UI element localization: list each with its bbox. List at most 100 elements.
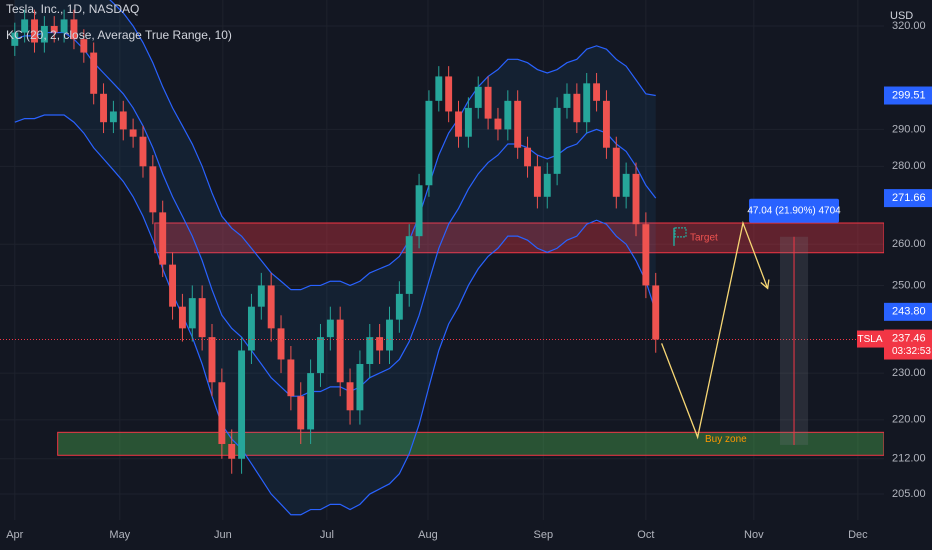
candle-body	[514, 100, 522, 148]
zone-label: Buy zone	[705, 434, 747, 445]
candle-body	[622, 173, 630, 197]
candle-body	[563, 93, 571, 108]
candle-body	[129, 129, 137, 137]
price-label-bg	[884, 86, 932, 105]
x-tick-label: Jun	[214, 529, 232, 541]
candle-body	[405, 236, 413, 294]
candle-body	[435, 76, 443, 101]
x-tick-label: Jul	[320, 529, 334, 541]
candle-body	[139, 136, 147, 167]
keltner-middle	[14, 31, 657, 397]
indicator-label: KC (20, 2, close, Average True Range, 10…	[6, 28, 232, 42]
candle-body	[297, 396, 305, 430]
candle-body	[228, 443, 236, 459]
y-tick-label: 250.00	[892, 279, 926, 291]
y-tick-label: 290.00	[892, 123, 926, 135]
candle-body	[484, 86, 492, 119]
price-label: 271.66	[892, 192, 926, 204]
last-price-label: 237.46	[892, 332, 926, 344]
measure-label-bg	[749, 198, 840, 223]
countdown-label: 03:32:53	[892, 346, 931, 357]
candle-body	[415, 185, 423, 237]
flag-cloth	[674, 227, 687, 238]
candle-body	[188, 298, 196, 329]
candle-body	[109, 111, 117, 123]
zone-label: Target	[690, 233, 718, 244]
candle-body	[11, 32, 19, 46]
candle-body	[90, 52, 98, 94]
candle-body	[425, 100, 433, 186]
candle-body	[652, 285, 660, 340]
candle-body	[553, 107, 561, 174]
candle-body	[583, 83, 591, 123]
candle-body	[238, 350, 246, 459]
candle-body	[80, 39, 88, 53]
candle-body	[533, 166, 541, 197]
candle-body	[218, 382, 226, 444]
currency-label: USD	[890, 10, 913, 22]
candle-body	[524, 147, 531, 167]
x-tick-label: Dec	[848, 529, 868, 541]
x-tick-label: Aug	[418, 529, 438, 541]
y-tick-label: 205.00	[892, 488, 926, 500]
projection-path	[661, 220, 769, 440]
candle-body	[100, 93, 107, 123]
candle-body	[198, 298, 206, 338]
chart-title: Tesla, Inc., 1D, NASDAQ	[6, 2, 139, 16]
candle-body	[21, 19, 29, 33]
candle-body	[395, 293, 403, 320]
target-flag	[673, 227, 687, 246]
y-tick-label: 212.00	[892, 453, 926, 465]
candle-body	[593, 83, 601, 101]
zone	[57, 431, 884, 456]
candle-body	[474, 86, 482, 108]
symbol-label-bg	[857, 330, 884, 348]
candle-body	[287, 359, 295, 397]
candle-body	[60, 19, 68, 33]
y-tick-label: 230.00	[892, 367, 926, 379]
candle-body	[307, 373, 315, 430]
candle-body	[336, 319, 344, 383]
x-tick-label: May	[109, 529, 130, 541]
keltner-upper	[109, 0, 656, 291]
candle-body	[178, 306, 186, 329]
candle-body	[119, 111, 127, 130]
y-tick-label: 280.00	[892, 160, 926, 172]
candle-body	[356, 363, 364, 411]
price-axis: 205.00 212.00 220.00 230.00 250.00 260.00 280.…	[884, 20, 932, 500]
candle-body	[31, 19, 38, 43]
y-tick-label: 320.00	[892, 20, 926, 32]
x-tick-label: Sep	[534, 529, 554, 541]
price-label-bg	[884, 189, 932, 208]
price-label: 243.80	[892, 306, 926, 318]
y-tick-label: 220.00	[892, 414, 926, 426]
candle-body	[70, 19, 78, 40]
candle-body	[366, 337, 374, 364]
keltner-lower	[14, 114, 657, 516]
candle-body	[445, 76, 453, 112]
candle-body	[159, 212, 167, 265]
candle-body	[346, 382, 354, 411]
y-tick-label: 260.00	[892, 238, 926, 250]
candle-body	[386, 319, 393, 351]
candle-body	[326, 319, 334, 338]
candle-body	[504, 100, 512, 130]
candle-body	[376, 337, 384, 351]
candle-body	[149, 166, 157, 213]
candle-body	[208, 337, 216, 383]
candle-body	[573, 93, 581, 123]
x-tick-label: Nov	[744, 529, 764, 541]
zone	[154, 222, 884, 254]
candle-body	[612, 147, 620, 197]
candle-body	[494, 118, 502, 130]
projection-arrowhead	[760, 279, 770, 290]
last-price-bg	[884, 329, 932, 360]
x-tick-label: Oct	[637, 529, 654, 541]
candle-body	[632, 173, 640, 225]
candle-body	[642, 224, 650, 286]
candle-body	[464, 107, 472, 137]
candle-body	[40, 25, 48, 43]
x-tick-label: Apr	[6, 529, 23, 541]
candle-body	[169, 264, 177, 307]
